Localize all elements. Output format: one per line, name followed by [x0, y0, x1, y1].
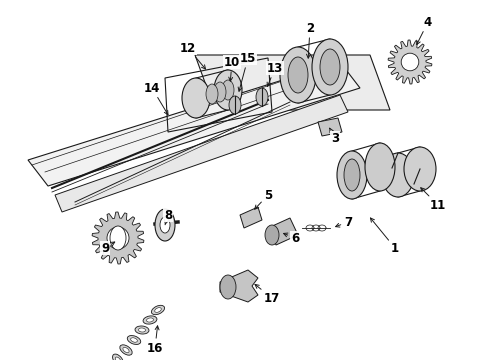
Ellipse shape [206, 84, 218, 104]
Text: 1: 1 [370, 218, 399, 255]
Text: 4: 4 [416, 15, 432, 45]
Text: 3: 3 [330, 128, 339, 144]
Ellipse shape [344, 159, 360, 191]
Ellipse shape [288, 57, 308, 93]
Ellipse shape [222, 80, 234, 100]
Text: 12: 12 [180, 41, 205, 69]
Ellipse shape [135, 326, 149, 334]
Text: 14: 14 [144, 81, 168, 115]
Circle shape [107, 227, 129, 249]
Ellipse shape [151, 305, 165, 315]
Ellipse shape [256, 88, 268, 106]
Text: 11: 11 [421, 188, 446, 212]
Ellipse shape [155, 308, 161, 312]
Ellipse shape [147, 318, 153, 322]
Ellipse shape [229, 96, 241, 114]
Ellipse shape [123, 347, 129, 352]
Ellipse shape [365, 143, 395, 191]
Text: 5: 5 [255, 189, 272, 209]
Polygon shape [55, 95, 348, 212]
Text: 10: 10 [224, 55, 240, 81]
Ellipse shape [127, 336, 141, 345]
Polygon shape [318, 118, 342, 136]
Ellipse shape [320, 49, 340, 85]
Text: 7: 7 [336, 216, 352, 229]
Ellipse shape [115, 357, 121, 360]
Circle shape [401, 53, 419, 71]
Text: 2: 2 [306, 22, 314, 58]
Polygon shape [92, 212, 144, 264]
Ellipse shape [110, 226, 126, 250]
Ellipse shape [214, 82, 226, 102]
Ellipse shape [131, 338, 137, 342]
Ellipse shape [265, 225, 279, 245]
Polygon shape [28, 62, 360, 186]
Text: 9: 9 [101, 242, 115, 255]
Text: 6: 6 [284, 231, 299, 244]
Ellipse shape [160, 217, 170, 233]
Text: 15: 15 [238, 51, 256, 91]
Ellipse shape [220, 275, 236, 299]
Ellipse shape [312, 39, 348, 95]
Ellipse shape [155, 209, 175, 241]
Ellipse shape [382, 153, 414, 197]
Ellipse shape [139, 328, 146, 332]
Polygon shape [268, 218, 298, 245]
Ellipse shape [214, 70, 242, 110]
Polygon shape [195, 55, 390, 110]
Polygon shape [240, 207, 262, 228]
Ellipse shape [404, 147, 436, 191]
Polygon shape [220, 270, 258, 302]
Ellipse shape [120, 345, 132, 355]
Ellipse shape [337, 151, 367, 199]
Polygon shape [388, 40, 432, 84]
Text: 13: 13 [267, 62, 283, 86]
Text: 16: 16 [147, 326, 163, 355]
Ellipse shape [113, 354, 123, 360]
Ellipse shape [280, 47, 316, 103]
Ellipse shape [182, 78, 210, 118]
Text: 8: 8 [164, 208, 172, 225]
Ellipse shape [143, 316, 157, 324]
Text: 17: 17 [255, 284, 280, 305]
